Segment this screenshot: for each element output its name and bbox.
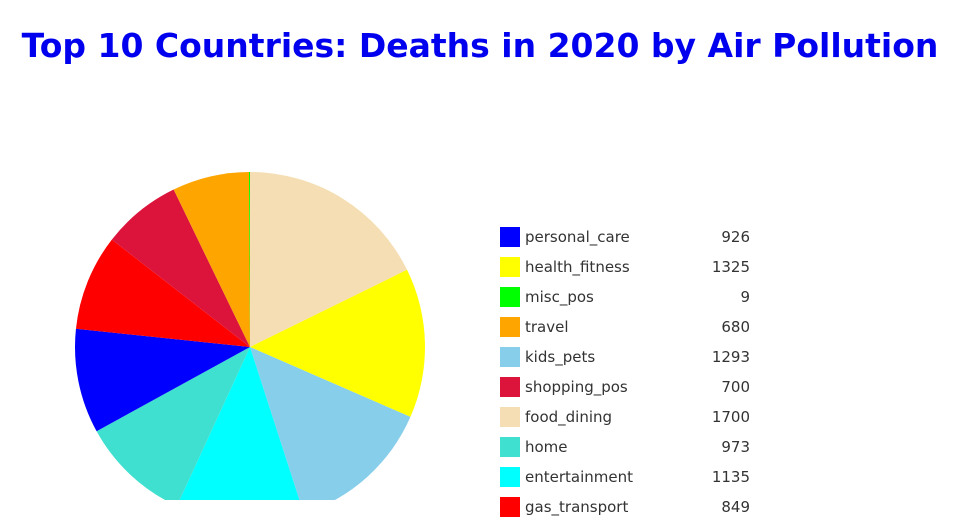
legend-item-misc-pos[interactable]: misc_pos 9 xyxy=(500,286,760,316)
legend-item-home[interactable]: home 973 xyxy=(500,436,760,466)
pie-chart xyxy=(75,172,425,500)
legend-value: 973 xyxy=(721,438,750,456)
legend-swatch xyxy=(500,287,520,307)
legend-label: home xyxy=(525,438,568,456)
legend-item-shopping-pos[interactable]: shopping_pos 700 xyxy=(500,376,760,406)
pie-slice-personal-care[interactable] xyxy=(75,328,250,432)
legend-label: entertainment xyxy=(525,468,633,486)
pie-slice-food-dining[interactable] xyxy=(250,172,408,347)
legend-swatch xyxy=(500,347,520,367)
legend: personal_care 926 health_fitness 1325 misc_p… xyxy=(500,226,760,526)
legend-swatch xyxy=(500,317,520,337)
legend-item-kids-pets[interactable]: kids_pets 1293 xyxy=(500,346,760,376)
pie-slice-shopping-pos[interactable] xyxy=(111,189,250,347)
legend-label: shopping_pos xyxy=(525,378,628,396)
legend-label: food_dining xyxy=(525,408,613,426)
legend-label: gas_transport xyxy=(525,498,629,516)
legend-value: 1293 xyxy=(711,348,750,366)
pie-slices xyxy=(75,172,425,500)
legend-label: personal_care xyxy=(525,228,630,246)
legend-swatch xyxy=(500,227,520,247)
legend-value: 680 xyxy=(721,318,750,336)
legend-swatch xyxy=(500,437,520,457)
legend-swatch xyxy=(500,497,520,517)
pie-slice-travel[interactable] xyxy=(173,172,250,347)
legend-label: health_fitness xyxy=(525,258,630,276)
legend-value: 9 xyxy=(740,288,750,306)
chart-title: Top 10 Countries: Deaths in 2020 by Air … xyxy=(21,26,939,65)
legend-swatch xyxy=(500,377,520,397)
legend-item-travel[interactable]: travel 680 xyxy=(500,316,760,346)
pie-slice-health-fitness[interactable] xyxy=(250,269,425,417)
legend-item-entertainment[interactable]: entertainment 1135 xyxy=(500,466,760,496)
legend-label: kids_pets xyxy=(525,348,596,366)
pie-slice-misc-pos[interactable] xyxy=(248,172,250,347)
pie-slice-kids-pets[interactable] xyxy=(250,347,411,500)
pie-slice-home[interactable] xyxy=(96,347,250,500)
legend-value: 700 xyxy=(721,378,750,396)
legend-item-personal-care[interactable]: personal_care 926 xyxy=(500,226,760,256)
legend-label: travel xyxy=(525,318,569,336)
legend-item-health-fitness[interactable]: health_fitness 1325 xyxy=(500,256,760,286)
legend-swatch xyxy=(500,257,520,277)
legend-value: 1700 xyxy=(711,408,750,426)
pie-slice-gas-transport[interactable] xyxy=(75,239,250,347)
legend-item-food-dining[interactable]: food_dining 1700 xyxy=(500,406,760,436)
legend-label: misc_pos xyxy=(525,288,594,306)
legend-swatch xyxy=(500,467,520,487)
legend-item-gas-transport[interactable]: gas_transport 849 xyxy=(500,496,760,526)
legend-value: 926 xyxy=(721,228,750,246)
legend-value: 1325 xyxy=(711,258,750,276)
legend-swatch xyxy=(500,407,520,427)
legend-value: 1135 xyxy=(711,468,750,486)
pie-slice-entertainment[interactable] xyxy=(177,347,304,500)
legend-value: 849 xyxy=(721,498,750,516)
